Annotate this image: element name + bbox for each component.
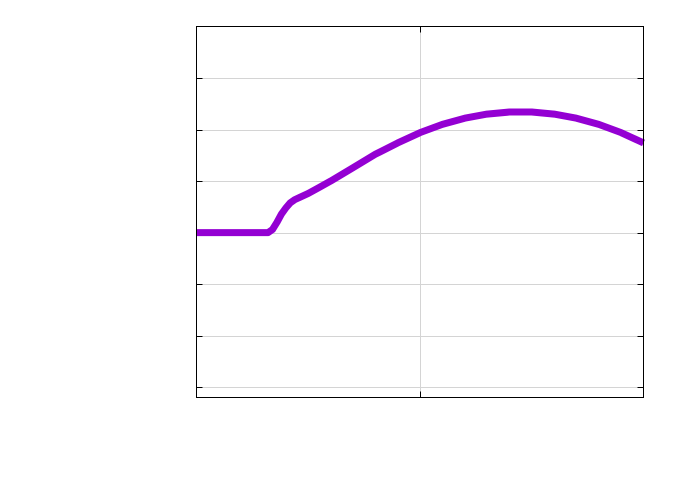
- axis-ticks: [196, 26, 644, 398]
- plot-frame: [196, 26, 644, 398]
- grid-lines: [196, 26, 644, 398]
- series-line: [196, 108, 645, 237]
